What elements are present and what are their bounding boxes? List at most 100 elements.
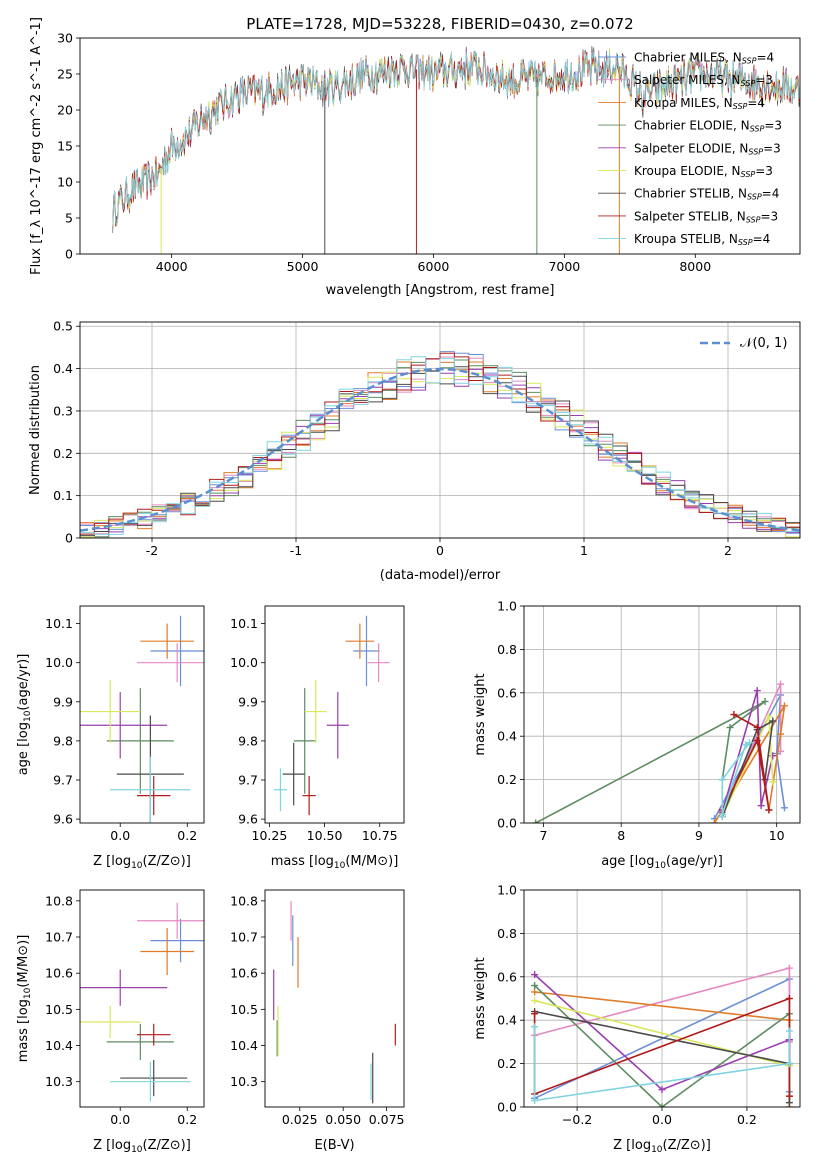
x-tick-label: 9 (695, 828, 703, 843)
age_vs_Z-panel: 0.0 0.29.69.79.89.910.010.1Z [log10(Z/Z⊙)… (16, 605, 205, 871)
x-tick-label: 7 (539, 828, 547, 843)
label-sub: 10 (131, 1145, 143, 1155)
x-tick-label: −0.2 (562, 1112, 592, 1127)
residual-panel: -2 -1 0 1 2 0 0.1 0.2 0.3 0.4 0.5 (data-model)/erro… (28, 319, 801, 583)
y-tick-label: 15 (57, 139, 73, 154)
legend-label-part: =4 (753, 232, 771, 246)
label-part: mass [log (16, 999, 31, 1062)
x-axis-label: Z [log10(Z/Z⊙)] (93, 854, 191, 871)
weight-lines (532, 680, 788, 823)
label-sub: 10 (23, 987, 33, 999)
y-tick-label: 9.7 (238, 772, 258, 787)
error-bars (273, 615, 390, 816)
y-tick-label: 0.6 (497, 685, 517, 700)
legend-label: 𝒩(0, 1) (740, 336, 787, 351)
residual-lines (80, 351, 800, 538)
y-axis-label: mass [log10(M/M⊙)] (16, 935, 33, 1063)
x-tick-label: 7000 (548, 259, 580, 274)
x-tick-label: 8000 (679, 259, 711, 274)
legend-label: Salpeter STELIB, NSSP=3 (634, 209, 778, 224)
x-tick-label: 10 (769, 828, 785, 843)
y-tick-label: 0.2 (53, 446, 73, 461)
axes-frame (264, 889, 405, 1108)
y-tick-label: 10.8 (230, 893, 258, 908)
legend-label-part: Chabrier STELIB, N (634, 187, 747, 201)
x-axis-label: E(B-V) (314, 1138, 354, 1153)
x-tick-label: 0.0 (652, 1112, 672, 1127)
y-tick-label: 25 (57, 67, 73, 82)
y-tick-label: 10.0 (230, 655, 258, 670)
x-axis-label: Z [log10(Z/Z⊙)] (93, 1138, 191, 1155)
legend-label: Kroupa MILES, NSSP=4 (634, 96, 765, 111)
y-tick-label: 0.6 (497, 969, 517, 984)
x-tick-label: 6000 (418, 259, 450, 274)
legend-label-part: =3 (755, 164, 773, 178)
x-tick-label: 10.50 (307, 828, 343, 843)
y-tick-label: 10.6 (45, 966, 73, 981)
legend-label-part: Chabrier ELODIE, N (634, 119, 750, 133)
y-tick-label: 9.8 (53, 733, 73, 748)
legend-label-part: Chabrier MILES, N (634, 51, 742, 65)
y-tick-label: 0.8 (497, 926, 517, 941)
label-part: (M/M⊙)] (16, 935, 31, 988)
legend-label-sub: SSP (750, 125, 765, 134)
legend-label-sub: SSP (741, 79, 756, 88)
figure-title: PLATE=1728, MJD=53228, FIBERID=0430, z=0… (246, 15, 633, 33)
legend-label-part: Kroupa MILES, N (634, 96, 733, 110)
y-tick-label: 10.4 (230, 1038, 258, 1053)
legend-label-part: Kroupa ELODIE, N (634, 164, 741, 178)
error-bars (80, 615, 204, 823)
legend-label-sub: SSP (747, 193, 762, 202)
x-tick-label: 5000 (287, 259, 319, 274)
weight_vs_Z-panel: −0.2 0.0 0.2 0.0 0.2 0.4 0.6 0.8 1.0 Z [log10(Z/Z… (473, 883, 801, 1155)
y-tick-label: 0.2 (497, 1056, 517, 1071)
x-axis-label: (data-model)/error (380, 568, 501, 583)
label-part: mass [log (271, 854, 334, 869)
label-part: (M/M⊙)] (345, 854, 398, 869)
legend-label: Chabrier MILES, NSSP=4 (634, 51, 774, 66)
legend-label-part: =3 (763, 141, 781, 155)
legend-label: Chabrier STELIB, NSSP=4 (634, 187, 779, 202)
y-tick-label: 10.7 (45, 930, 73, 945)
histogram (80, 356, 800, 538)
label-part: (Z/Z⊙)] (143, 854, 191, 869)
axes-frame (79, 321, 801, 539)
label-part: (Z/Z⊙)] (663, 1138, 711, 1153)
y-tick-label: 9.6 (53, 812, 73, 827)
x-tick-label: 0.2 (177, 1112, 197, 1127)
y-tick-label: 0.5 (53, 319, 73, 334)
x-tick-label: 0.2 (737, 1112, 757, 1127)
x-tick-label: 0.0 (110, 1112, 130, 1127)
legend-label: Kroupa ELODIE, NSSP=3 (634, 164, 773, 179)
x-tick-label: 2 (724, 543, 732, 558)
legend-label: Kroupa STELIB, NSSP=4 (634, 232, 770, 247)
y-tick-label: 9.7 (53, 772, 73, 787)
axes-frame (523, 889, 801, 1108)
legend-label-sub: SSP (741, 170, 756, 179)
y-tick-label: 10.1 (230, 616, 258, 631)
y-tick-label: 9.9 (53, 694, 73, 709)
y-tick-label: 10 (57, 175, 73, 190)
label-part: (age/yr)] (666, 854, 723, 869)
x-tick-label: 10.75 (362, 828, 398, 843)
label-part: (Z/Z⊙)] (143, 1138, 191, 1153)
y-axis-label: mass weight (473, 673, 488, 755)
y-tick-label: 1.0 (497, 599, 517, 614)
x-axis-label: Z [log10(Z/Z⊙)] (613, 1138, 711, 1155)
y-tick-label: 9.9 (238, 694, 258, 709)
legend-label-part: =3 (760, 209, 778, 223)
y-tick-label: 10.1 (45, 616, 73, 631)
error-bars (80, 902, 204, 1102)
x-tick-label: 4000 (156, 259, 188, 274)
y-tick-label: 10.3 (230, 1074, 258, 1089)
x-tick-label: 1 (580, 543, 588, 558)
x-axis-label: wavelength [Angstrom, rest frame] (326, 283, 555, 298)
legend-label-sub: SSP (746, 215, 761, 224)
y-tick-label: 0.4 (497, 729, 517, 744)
weight-line (721, 719, 774, 817)
y-tick-label: 0.4 (497, 1013, 517, 1028)
y-tick-label: 0.4 (53, 361, 73, 376)
spectrum-line (112, 51, 800, 229)
label-part: age [log (601, 854, 654, 869)
